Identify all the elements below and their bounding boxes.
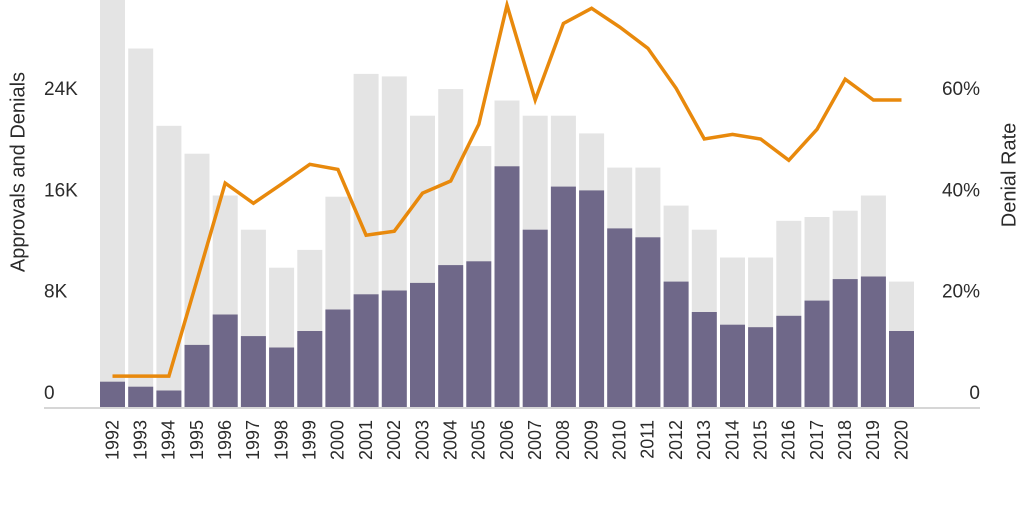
denial-bar-1993 [128,386,154,407]
left-axis-ticks: 0 8K 16K 24K [44,79,78,404]
denial-bar-2007 [522,229,548,407]
denial-bar-2020 [889,331,914,407]
denial-bar-2012 [663,281,689,407]
year-label: 2008 [553,420,573,460]
denial-bar-1994 [156,390,182,407]
denial-bar-1995 [184,344,210,407]
year-label: 1993 [130,420,150,460]
denial-bar-2006 [494,166,520,407]
year-label: 2012 [666,420,686,460]
denial-bar-2010 [607,228,633,407]
right-tick-label: 20% [942,282,980,303]
left-tick-label: 24K [44,79,78,100]
denial-bar-1996 [212,314,238,407]
year-label: 2011 [638,420,658,459]
denial-bars [100,166,914,407]
denial-bar-2018 [832,279,858,407]
denial-bar-2000 [325,309,351,407]
year-label: 1992 [102,420,122,460]
denial-bar-2017 [804,300,830,407]
denial-bar-1999 [297,331,323,407]
year-label: 2018 [835,420,855,460]
left-tick-label: 0 [44,383,55,404]
denial-bar-2013 [691,312,717,407]
right-tick-label: 40% [942,180,980,201]
x-axis-year-labels: 1992 1993 1994 1995 1996 1997 1998 1999 2000 2001… [102,420,911,460]
year-label: 2015 [750,420,770,460]
year-label: 1997 [243,420,263,460]
year-label: 1996 [215,420,235,460]
denial-bar-2004 [438,265,464,407]
denial-bar-2011 [635,237,661,407]
right-tick-label: 0 [969,383,980,404]
right-tick-label: 60% [942,79,980,100]
year-label: 2010 [609,420,629,460]
denial-bar-2015 [748,327,774,407]
year-label: 1994 [159,420,179,460]
year-label: 1995 [187,420,207,460]
right-axis-ticks: 0 20% 40% 60% [942,79,980,404]
year-label: 2016 [779,420,799,460]
year-label: 2009 [581,420,601,460]
right-axis-title: Denial Rate [998,123,1020,228]
total-bar-1993 [128,48,154,407]
year-label: 2017 [807,420,827,460]
denial-rate-line [112,0,902,378]
denial-bar-1997 [240,336,266,407]
year-label: 2005 [469,420,489,460]
total-bar-1994 [156,125,182,408]
denial-bar-2019 [860,276,886,407]
denial-bar-1992 [100,381,125,407]
denial-bar-2005 [466,261,492,407]
denial-bar-1998 [269,347,295,407]
year-label: 2007 [525,420,545,460]
year-label: 2020 [891,420,911,460]
year-label: 2019 [863,420,883,460]
year-label: 2000 [328,420,348,460]
denial-bar-2002 [381,290,407,407]
year-label: 2006 [497,420,517,460]
year-label: 2003 [412,420,432,460]
year-label: 1999 [300,420,320,460]
denial-bar-2016 [776,315,802,407]
denial-bar-2009 [579,190,605,407]
left-axis-title: Approvals and Denials [7,72,29,272]
denial-bar-2003 [410,282,435,407]
year-label: 1998 [271,420,291,460]
year-label: 2002 [384,420,404,460]
year-label: 2004 [440,420,460,460]
total-bar-1992 [100,0,125,407]
denial-bar-2014 [720,324,745,407]
denial-bar-2001 [353,294,379,407]
left-tick-label: 8K [44,282,68,303]
year-label: 2001 [356,420,376,460]
year-label: 2013 [694,420,714,460]
left-tick-label: 16K [44,180,78,201]
denial-bar-2008 [550,186,576,407]
year-label: 2014 [722,420,742,460]
